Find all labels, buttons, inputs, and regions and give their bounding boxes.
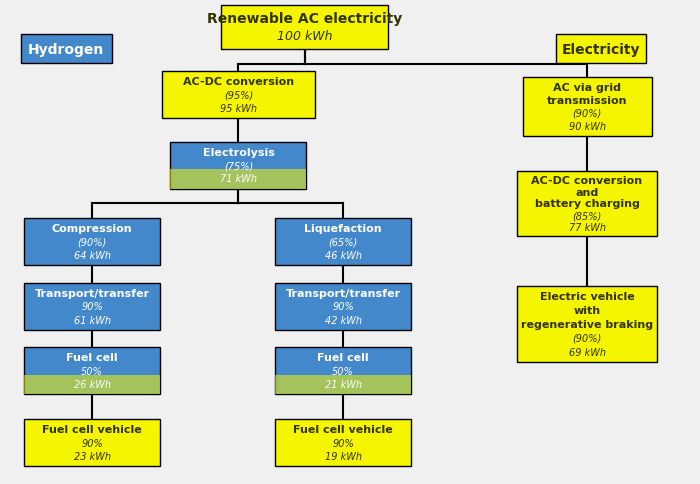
FancyBboxPatch shape [171, 142, 307, 189]
Text: (65%): (65%) [328, 237, 358, 247]
Text: 50%: 50% [332, 366, 354, 376]
FancyBboxPatch shape [24, 419, 160, 466]
FancyBboxPatch shape [21, 35, 111, 64]
FancyBboxPatch shape [162, 72, 315, 119]
Text: 23 kWh: 23 kWh [74, 451, 111, 461]
Text: 90%: 90% [332, 302, 354, 312]
Text: 90%: 90% [332, 438, 354, 448]
Text: (90%): (90%) [573, 333, 602, 343]
Text: AC via grid: AC via grid [553, 82, 621, 92]
Text: (95%): (95%) [224, 91, 253, 100]
Text: 46 kWh: 46 kWh [325, 250, 361, 260]
Text: AC-DC conversion: AC-DC conversion [183, 77, 294, 87]
FancyBboxPatch shape [523, 77, 652, 136]
Text: 21 kWh: 21 kWh [325, 379, 361, 390]
Text: 26 kWh: 26 kWh [74, 379, 111, 390]
FancyBboxPatch shape [24, 348, 160, 394]
Text: Renewable AC electricity: Renewable AC electricity [207, 12, 402, 26]
Text: Transport/transfer: Transport/transfer [286, 288, 400, 298]
Text: 42 kWh: 42 kWh [325, 315, 361, 325]
Text: Electrolysis: Electrolysis [202, 147, 274, 157]
Text: with: with [573, 305, 601, 315]
Text: Fuel cell vehicle: Fuel cell vehicle [293, 424, 393, 434]
FancyBboxPatch shape [24, 283, 160, 330]
Text: 77 kWh: 77 kWh [568, 222, 606, 232]
FancyBboxPatch shape [24, 218, 160, 266]
FancyBboxPatch shape [171, 169, 307, 189]
Text: 61 kWh: 61 kWh [74, 315, 111, 325]
Text: Electricity: Electricity [561, 43, 640, 57]
Text: 100 kWh: 100 kWh [277, 30, 332, 43]
Text: AC-DC conversion: AC-DC conversion [531, 175, 643, 185]
Text: regenerative braking: regenerative braking [521, 319, 653, 329]
Text: (90%): (90%) [573, 108, 602, 119]
FancyBboxPatch shape [517, 286, 657, 363]
Text: Fuel cell vehicle: Fuel cell vehicle [42, 424, 142, 434]
FancyBboxPatch shape [275, 283, 411, 330]
Text: 90%: 90% [81, 302, 103, 312]
Text: 71 kWh: 71 kWh [220, 174, 257, 184]
FancyBboxPatch shape [556, 35, 646, 64]
Text: 90%: 90% [81, 438, 103, 448]
Text: Liquefaction: Liquefaction [304, 224, 382, 234]
Text: transmission: transmission [547, 95, 627, 106]
FancyBboxPatch shape [221, 6, 388, 50]
Text: (90%): (90%) [78, 237, 106, 247]
FancyBboxPatch shape [275, 375, 411, 394]
Text: (85%): (85%) [573, 211, 602, 221]
Text: Transport/transfer: Transport/transfer [34, 288, 150, 298]
Text: 64 kWh: 64 kWh [74, 250, 111, 260]
Text: battery charging: battery charging [535, 199, 640, 209]
Text: Fuel cell: Fuel cell [66, 353, 118, 363]
FancyBboxPatch shape [24, 375, 160, 394]
Text: 50%: 50% [81, 366, 103, 376]
Text: 69 kWh: 69 kWh [568, 347, 606, 357]
FancyBboxPatch shape [517, 171, 657, 236]
Text: 90 kWh: 90 kWh [568, 121, 606, 132]
Text: and: and [575, 187, 598, 197]
FancyBboxPatch shape [275, 218, 411, 266]
Text: 95 kWh: 95 kWh [220, 104, 257, 114]
Text: Electric vehicle: Electric vehicle [540, 291, 634, 302]
FancyBboxPatch shape [275, 419, 411, 466]
Text: 19 kWh: 19 kWh [325, 451, 361, 461]
Text: Fuel cell: Fuel cell [317, 353, 369, 363]
Text: Compression: Compression [52, 224, 132, 234]
Text: Hydrogen: Hydrogen [28, 43, 104, 57]
FancyBboxPatch shape [275, 348, 411, 394]
Text: (75%): (75%) [224, 161, 253, 171]
